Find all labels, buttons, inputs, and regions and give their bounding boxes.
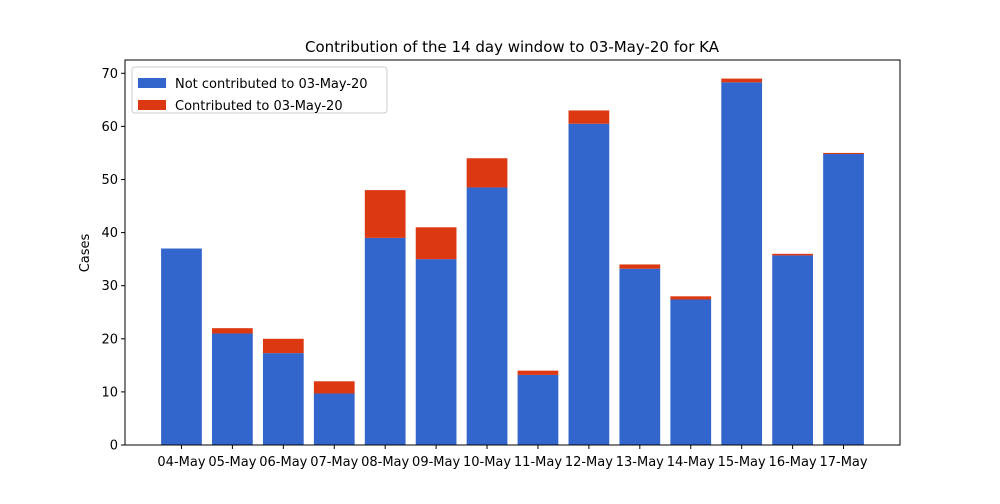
- y-tick-label: 20: [101, 332, 118, 347]
- y-tick-label: 40: [101, 226, 118, 241]
- x-tick-label: 16-May: [769, 455, 817, 470]
- legend-box: [131, 66, 388, 114]
- bar-contributed-05-may: [212, 328, 253, 334]
- x-tick-label: 11-May: [514, 455, 562, 470]
- x-tick-label: 10-May: [463, 455, 511, 470]
- legend: Not contributed to 03-May-20 Contributed …: [131, 66, 388, 114]
- x-tick-label: 06-May: [259, 455, 307, 470]
- bars-group: [161, 78, 864, 446]
- chart-title: Contribution of the 14 day window to 03-…: [305, 38, 720, 56]
- y-tick-label: 60: [101, 120, 118, 135]
- legend-swatch: [138, 78, 166, 88]
- bar-contributed-07-may: [313, 381, 355, 394]
- x-tick-label: 05-May: [208, 455, 256, 470]
- bar-not-contributed-06-may: [262, 353, 304, 445]
- bar-not-contributed-14-may: [670, 299, 712, 445]
- bar-not-contributed-15-may: [721, 82, 763, 445]
- x-tick-label: 17-May: [819, 455, 867, 470]
- legend-swatch: [138, 100, 166, 110]
- bar-not-contributed-10-may: [466, 187, 508, 445]
- bar-contributed-06-may: [262, 338, 304, 354]
- bar-contributed-09-may: [415, 227, 457, 260]
- y-tick-label: 10: [101, 385, 118, 400]
- bar-not-contributed-07-may: [313, 393, 355, 445]
- y-axis-label: Cases: [78, 233, 93, 272]
- bar-not-contributed-11-may: [517, 374, 559, 445]
- x-tick-label: 08-May: [361, 455, 409, 470]
- bar-not-contributed-17-may: [823, 153, 864, 445]
- plot-frame: [124, 59, 901, 446]
- y-tick-label: 70: [101, 67, 118, 82]
- bar-not-contributed-13-may: [619, 268, 661, 445]
- x-tick-label: 14-May: [667, 455, 715, 470]
- bar-contributed-12-may: [568, 110, 610, 124]
- y-tick-label: 50: [101, 173, 118, 188]
- bar-contributed-16-may: [772, 253, 813, 256]
- bar-contributed-08-may: [364, 190, 406, 238]
- x-tick-label: 13-May: [616, 455, 664, 470]
- bar-contributed-17-may: [823, 152, 864, 154]
- bar-contributed-13-may: [619, 264, 661, 269]
- x-tick-label: 09-May: [412, 455, 460, 470]
- x-tick-label: 12-May: [565, 455, 613, 470]
- y-axis: 0 10 20 30 40 50 60 70: [101, 67, 125, 454]
- bar-contributed-11-may: [517, 370, 559, 375]
- x-tick-label: 15-May: [718, 455, 766, 470]
- x-tick-label: 04-May: [157, 455, 205, 470]
- x-tick-label: 07-May: [310, 455, 358, 470]
- legend-label: Contributed to 03-May-20: [175, 99, 343, 114]
- bar-not-contributed-04-may: [161, 248, 202, 445]
- y-tick-label: 0: [110, 439, 118, 454]
- x-axis: 04-May 05-May 06-May 07-May 08-May 09-May 10-M…: [157, 445, 868, 470]
- bar-not-contributed-08-may: [364, 237, 406, 445]
- bar-contributed-15-may: [721, 78, 763, 83]
- bar-not-contributed-12-may: [568, 123, 610, 446]
- legend-label: Not contributed to 03-May-20: [175, 77, 368, 92]
- y-tick-label: 30: [101, 279, 118, 294]
- bar-contributed-10-may: [466, 158, 508, 188]
- bar-contributed-14-may: [670, 296, 712, 300]
- bar-not-contributed-16-may: [772, 255, 813, 445]
- bar-not-contributed-05-may: [212, 333, 253, 445]
- bar-not-contributed-09-may: [415, 259, 457, 445]
